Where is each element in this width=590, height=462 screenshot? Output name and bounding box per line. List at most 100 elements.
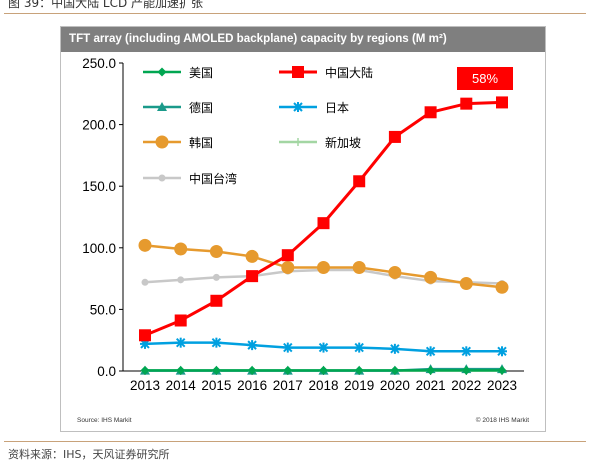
series-4-point bbox=[209, 244, 223, 258]
series-4-point bbox=[281, 261, 295, 275]
y-tick-label: 150.0 bbox=[82, 179, 116, 194]
series-1-point bbox=[281, 249, 294, 262]
x-tick-label: 2015 bbox=[201, 378, 231, 393]
source-line: 资料来源：IHS，天风证券研究所 bbox=[8, 448, 170, 461]
series-0-point bbox=[283, 365, 293, 375]
series-0-point bbox=[176, 365, 186, 375]
x-tick-label: 2021 bbox=[416, 378, 446, 393]
x-tick-label: 2013 bbox=[130, 378, 160, 393]
legend-swatch-marker bbox=[158, 174, 166, 182]
x-tick-label: 2019 bbox=[344, 378, 374, 393]
series-0-point bbox=[319, 365, 328, 375]
series-1-point bbox=[460, 97, 473, 110]
series-4-point bbox=[245, 249, 259, 263]
series-6-point bbox=[141, 278, 149, 286]
series-0-point bbox=[461, 365, 471, 375]
x-tick-label: 2017 bbox=[273, 378, 303, 393]
legend-label: 新加坡 bbox=[325, 135, 361, 150]
series-4-point bbox=[138, 238, 152, 252]
series-3-point bbox=[354, 342, 365, 353]
series-0-point bbox=[426, 365, 436, 375]
series-0-point bbox=[211, 365, 221, 375]
series-3-point bbox=[175, 337, 186, 348]
legend-label: 中国大陆 bbox=[325, 65, 373, 80]
series-4-point bbox=[352, 261, 366, 275]
chart-figure: TFT array (including AMOLED backplane) c… bbox=[60, 26, 546, 432]
legend-label: 德国 bbox=[189, 100, 213, 115]
x-tick-label: 2016 bbox=[237, 378, 267, 393]
legend-item: 新加坡 bbox=[279, 135, 361, 150]
series-1-point bbox=[246, 270, 259, 283]
legend-swatch-marker bbox=[292, 66, 304, 78]
series-4-point bbox=[424, 270, 438, 284]
legend-item: 中国台湾 bbox=[143, 171, 237, 186]
legend-item: 韩国 bbox=[143, 135, 213, 150]
series-1-point bbox=[496, 96, 508, 109]
series-3-point bbox=[497, 346, 507, 357]
y-tick-label: 100.0 bbox=[82, 241, 116, 256]
legend-item: 中国大陆 bbox=[279, 65, 373, 80]
chart-canvas: 0.0 50.0 100.0 150.0 200.0 250.0 2013 2014 2015… bbox=[82, 56, 524, 393]
series-4-point bbox=[174, 242, 188, 256]
series-6-point bbox=[212, 273, 220, 281]
series-3-point bbox=[425, 346, 436, 357]
legend-swatch-marker bbox=[294, 138, 302, 146]
series-3-point bbox=[389, 343, 400, 354]
legend-swatch-marker bbox=[157, 102, 167, 111]
x-tick-label: 2020 bbox=[380, 378, 410, 393]
y-tick-label: 0.0 bbox=[97, 364, 116, 379]
series-1-point bbox=[139, 329, 151, 342]
series-1-point bbox=[424, 106, 437, 119]
series-1-point bbox=[353, 175, 366, 188]
chart-copyright: © 2018 IHS Markit bbox=[475, 417, 529, 424]
legend-item: 日本 bbox=[279, 101, 349, 115]
y-tick-label: 250.0 bbox=[82, 56, 116, 71]
series-1-point bbox=[210, 294, 223, 307]
series-3-point bbox=[318, 342, 329, 353]
series-0-point bbox=[390, 365, 400, 375]
annotation-badge bbox=[457, 67, 513, 90]
series-1-point bbox=[317, 217, 330, 230]
series-4-point bbox=[459, 277, 473, 291]
series-4-point bbox=[388, 265, 402, 279]
annotation: 58% bbox=[457, 67, 513, 90]
series-3-point bbox=[282, 342, 293, 353]
series-3-point bbox=[461, 346, 472, 357]
legend-label: 日本 bbox=[325, 101, 349, 115]
legend-swatch-marker bbox=[155, 135, 169, 149]
chart-header-bar: TFT array (including AMOLED backplane) c… bbox=[61, 27, 545, 52]
series-0-point bbox=[140, 365, 150, 375]
x-tick-label: 2023 bbox=[487, 378, 517, 393]
legend-label: 美国 bbox=[189, 66, 213, 80]
series-0-point bbox=[247, 365, 257, 375]
series-0-point bbox=[497, 365, 507, 375]
series-0-point bbox=[354, 365, 364, 375]
legend-swatch-marker bbox=[293, 102, 303, 112]
series-3-point bbox=[247, 340, 258, 351]
legend-label: 中国台湾 bbox=[189, 171, 237, 186]
annotation-label: 58% bbox=[472, 71, 498, 86]
legend-swatch-marker bbox=[157, 67, 167, 77]
bottom-divider bbox=[4, 441, 586, 442]
series-4-point bbox=[317, 261, 330, 275]
chart-title: TFT array (including AMOLED backplane) c… bbox=[69, 32, 447, 45]
y-axis: 0.0 50.0 100.0 150.0 200.0 250.0 bbox=[82, 56, 124, 379]
x-tick-label: 2014 bbox=[166, 378, 197, 393]
series-4-point bbox=[495, 280, 509, 294]
legend-item: 德国 bbox=[143, 100, 213, 115]
x-tick-label: 2018 bbox=[308, 378, 338, 393]
series-6-point bbox=[177, 276, 185, 284]
top-divider bbox=[4, 13, 586, 14]
legend-label: 韩国 bbox=[189, 135, 213, 150]
x-tick-label: 2022 bbox=[451, 378, 481, 393]
chart-source-note: Source: IHS Markit bbox=[77, 417, 132, 424]
figure-caption: 图 39：中国大陆 LCD 产能加速扩张 bbox=[8, 0, 204, 10]
series-1-point bbox=[174, 314, 187, 327]
series-markers bbox=[138, 96, 509, 375]
series-1-point bbox=[388, 130, 401, 143]
y-tick-label: 200.0 bbox=[82, 118, 116, 133]
legend-item: 美国 bbox=[143, 66, 213, 80]
series-3-point bbox=[211, 337, 222, 348]
y-tick-label: 50.0 bbox=[90, 302, 116, 317]
